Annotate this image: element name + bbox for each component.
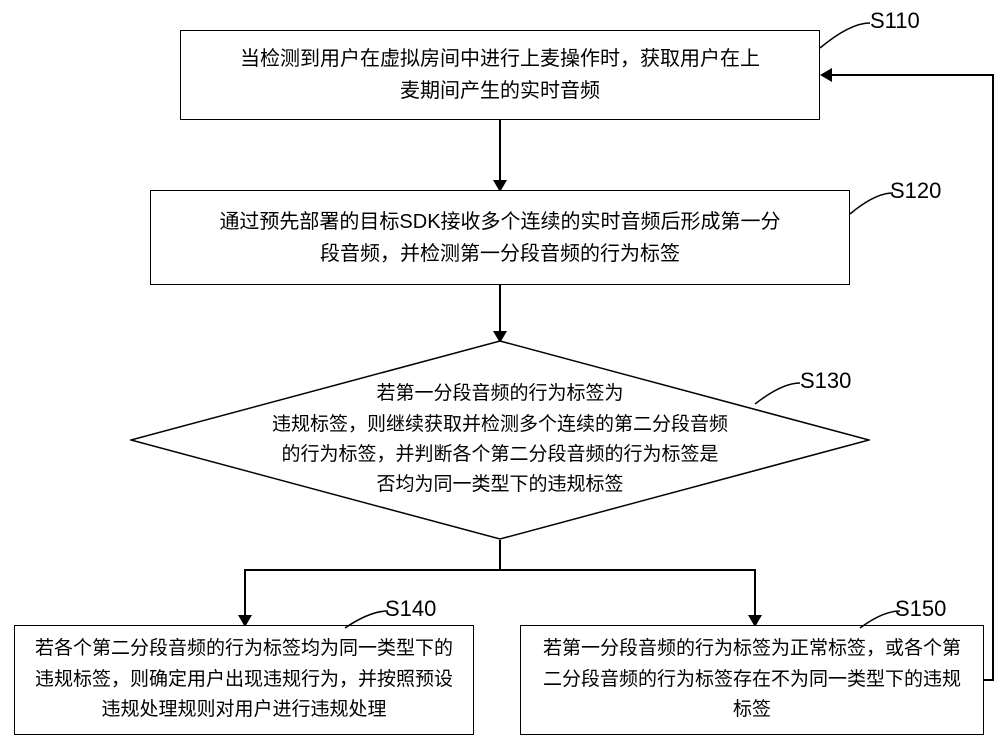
node-s130: 若第一分段音频的行为标签为违规标签，则继续获取并检测多个连续的第二分段音频的行为… <box>130 340 870 540</box>
node-s130-text: 若第一分段音频的行为标签为违规标签，则继续获取并检测多个连续的第二分段音频的行为… <box>272 379 728 501</box>
leader-s120 <box>845 188 905 223</box>
edge-split-h <box>244 569 756 571</box>
edge-fb-h2 <box>830 74 994 76</box>
node-s140-text: 若各个第二分段音频的行为标签均为同一类型下的违规标签，则确定用户出现违规行为，并… <box>35 634 453 725</box>
node-s110: 当检测到用户在虚拟房间中进行上麦操作时，获取用户在上麦期间产生的实时音频 <box>180 30 820 120</box>
node-s150: 若第一分段音频的行为标签为正常标签，或各个第二分段音频的行为标签存在不为同一类型… <box>520 625 984 735</box>
arrowhead-fb <box>820 68 832 82</box>
leader-s110 <box>815 18 885 58</box>
edge-fb-v <box>992 74 994 681</box>
leader-s150 <box>855 606 910 636</box>
edge-s110-s120 <box>499 120 501 182</box>
edge-to-s150 <box>754 569 756 617</box>
edge-to-s140 <box>244 569 246 617</box>
leader-s140 <box>340 606 395 636</box>
node-s140: 若各个第二分段音频的行为标签均为同一类型下的违规标签，则确定用户出现违规行为，并… <box>14 625 474 735</box>
node-s110-text: 当检测到用户在虚拟房间中进行上麦操作时，获取用户在上麦期间产生的实时音频 <box>240 43 760 107</box>
leader-s130 <box>750 378 810 413</box>
node-s120-text: 通过预先部署的目标SDK接收多个连续的实时音频后形成第一分段音频，并检测第一分段… <box>219 206 780 270</box>
node-s120: 通过预先部署的目标SDK接收多个连续的实时音频后形成第一分段音频，并检测第一分段… <box>150 190 850 285</box>
edge-s130-stem <box>499 540 501 570</box>
edge-s120-s130 <box>499 285 501 333</box>
node-s150-text: 若第一分段音频的行为标签为正常标签，或各个第二分段音频的行为标签存在不为同一类型… <box>543 634 961 725</box>
